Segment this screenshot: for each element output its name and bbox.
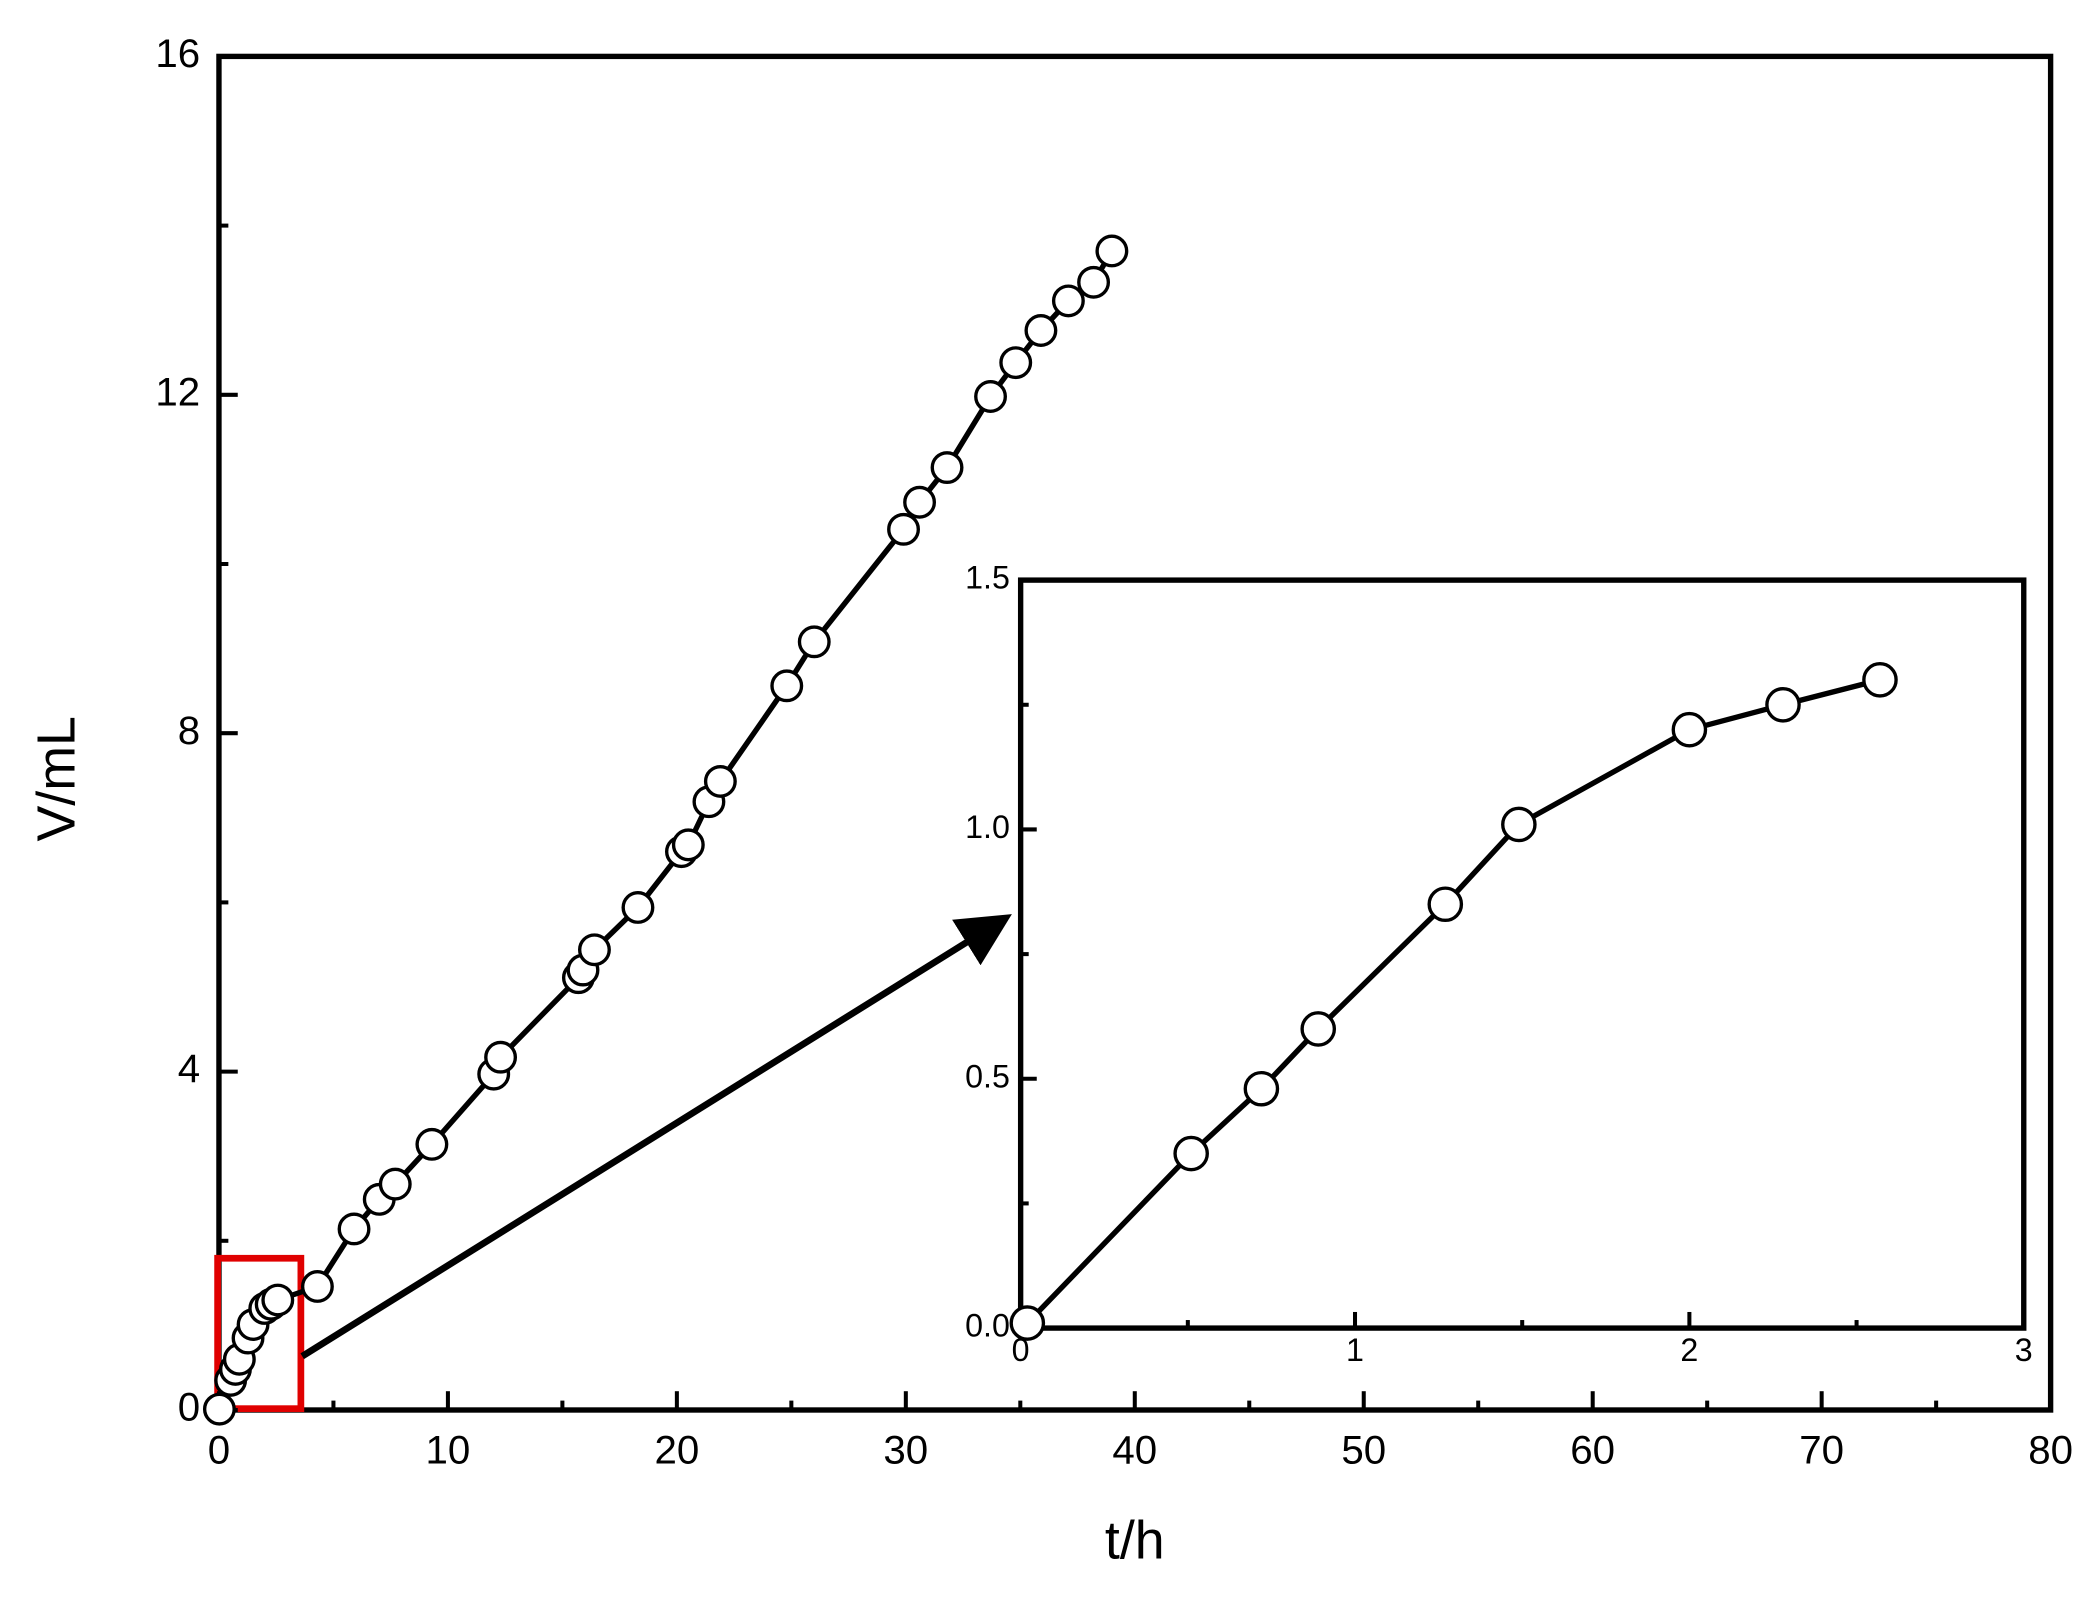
y-tick-label: 4 <box>178 1046 200 1091</box>
data-point <box>770 669 804 703</box>
x-axis-label: t/h <box>1105 1510 1165 1570</box>
data-point <box>1051 284 1085 318</box>
x-tick-label: 20 <box>654 1428 699 1473</box>
data-point <box>1024 314 1058 347</box>
x-tick-label: 2 <box>1680 1332 1698 1368</box>
data-point <box>903 485 937 519</box>
y-tick-label: 0.0 <box>965 1308 1010 1344</box>
data-point <box>1009 1305 1046 1341</box>
data-point <box>577 933 611 967</box>
x-tick-label: 10 <box>426 1428 471 1473</box>
data-point <box>1862 662 1898 698</box>
y-tick-label: 0 <box>178 1385 200 1430</box>
y-tick-label: 8 <box>178 708 200 753</box>
data-point <box>202 1392 236 1426</box>
y-tick-label: 16 <box>155 31 200 76</box>
data-point <box>415 1127 449 1161</box>
data-point <box>621 891 655 924</box>
data-point <box>484 1040 518 1074</box>
x-tick-label: 0 <box>208 1428 230 1473</box>
data-point <box>1095 234 1129 268</box>
y-tick-label: 0.5 <box>965 1058 1010 1094</box>
data-point <box>337 1212 371 1246</box>
data-point <box>930 451 964 485</box>
x-tick-label: 3 <box>2015 1332 2033 1368</box>
data-point <box>887 512 920 546</box>
x-tick-label: 60 <box>1570 1428 1615 1473</box>
data-point <box>999 346 1033 380</box>
x-tick-label: 80 <box>2028 1428 2073 1473</box>
y-tick-label: 12 <box>155 369 200 414</box>
data-point <box>1501 806 1537 843</box>
x-tick-label: 40 <box>1112 1428 1157 1473</box>
x-tick-label: 70 <box>1799 1428 1844 1473</box>
x-tick-label: 0 <box>1012 1332 1030 1368</box>
x-tick-label: 30 <box>883 1428 928 1473</box>
x-tick-label: 1 <box>1346 1332 1364 1368</box>
y-tick-label: 1.5 <box>965 560 1010 596</box>
data-point <box>1243 1070 1280 1107</box>
data-point <box>1671 711 1708 748</box>
y-tick-label: 1.0 <box>965 809 1010 845</box>
data-point <box>1173 1135 1209 1172</box>
data-point <box>261 1283 295 1317</box>
zoom-arrow <box>300 914 1012 1360</box>
data-point <box>671 828 705 862</box>
data-point <box>703 764 737 798</box>
data-point <box>1077 265 1111 299</box>
zoom-box <box>214 1254 305 1413</box>
data-point <box>797 625 831 659</box>
data-point <box>1427 886 1464 923</box>
y-axis-label: V/mL <box>27 716 87 841</box>
data-point <box>378 1167 412 1201</box>
inset-frame <box>1017 577 2027 1331</box>
data-point <box>300 1270 334 1303</box>
data-point <box>974 380 1007 413</box>
data-point <box>1300 1011 1337 1047</box>
x-tick-label: 50 <box>1341 1428 1386 1473</box>
data-point <box>1765 686 1801 723</box>
